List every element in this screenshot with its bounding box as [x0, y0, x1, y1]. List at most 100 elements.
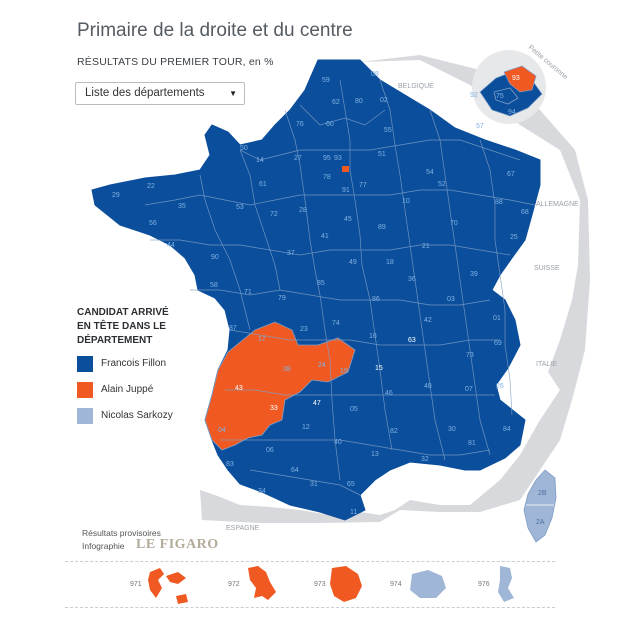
dept-label-13: 13 [371, 451, 379, 458]
dept-label-30: 30 [448, 426, 456, 433]
dept-label-19: 19 [340, 368, 348, 375]
source-note: Résultats provisoires [82, 528, 161, 538]
dept-label-14: 14 [256, 157, 264, 164]
dept-label-67: 67 [507, 171, 515, 178]
dept-label-49: 49 [349, 259, 357, 266]
dept-label-73: 73 [466, 352, 474, 359]
dept-label-2B: 2B [538, 490, 547, 497]
dept-label-04: 04 [218, 427, 226, 434]
dept-label-64: 64 [291, 467, 299, 474]
dept-label-62: 62 [332, 99, 340, 106]
dept-label-17: 17 [258, 336, 266, 343]
legend-label: Alain Juppé [101, 384, 154, 395]
neighbor-label: ESPAGNE [226, 525, 260, 532]
dept-label-37: 37 [287, 250, 295, 257]
inset-label: 93 [512, 75, 520, 82]
overseas-shape-mayotte [498, 566, 514, 602]
dept-label-05: 05 [350, 406, 358, 413]
dept-label-74: 74 [332, 320, 340, 327]
overseas-code: 972 [228, 581, 240, 588]
dept-label-10: 10 [402, 198, 410, 205]
legend-title-line: DÉPARTEMENT [77, 335, 153, 346]
inset-paris [493, 87, 519, 105]
dept-label-42: 42 [424, 317, 432, 324]
dept-label-85: 85 [317, 280, 325, 287]
dept-label-07: 07 [465, 386, 473, 393]
dept-label-82: 82 [390, 428, 398, 435]
neighbor-label: ITALIE [536, 361, 557, 368]
dept-label-38: 38 [283, 366, 291, 373]
legend-item-sarkozy: Nicolas Sarkozy [77, 406, 192, 426]
dept-label-41: 41 [321, 233, 329, 240]
dept-label-61: 61 [259, 181, 267, 188]
dept-label-29: 29 [112, 192, 120, 199]
overseas-shape-reunion [410, 570, 446, 598]
neighbor-labels: BELGIQUE ALLEMAGNE SUISSE ITALIE ESPAGNE [226, 83, 579, 532]
dept-label-43: 43 [235, 385, 243, 392]
overseas-strip-frame [65, 561, 555, 608]
legend-label: Nicolas Sarkozy [101, 410, 173, 421]
dept-label-83: 83 [226, 461, 234, 468]
dept-label-15: 15 [375, 365, 383, 372]
dept-label-47: 47 [313, 400, 321, 407]
dept-label-16: 16 [369, 333, 377, 340]
dept-label-32: 32 [421, 456, 429, 463]
neighbor-label: ALLEMAGNE [536, 201, 579, 208]
dept-label-25: 25 [510, 234, 518, 241]
overseas-shape-guyane [330, 566, 362, 602]
page-subtitle: RÉSULTATS DU PREMIER TOUR, en % [77, 56, 274, 68]
dept-label-33: 33 [270, 405, 278, 412]
dept-label-93: 93 [334, 155, 342, 162]
dept-label-21: 21 [422, 243, 430, 250]
overseas-strip: 971 972 973 974 976 [130, 566, 514, 604]
dept-label-46: 46 [385, 390, 393, 397]
inset-label: 94 [508, 109, 516, 116]
dept-label-71: 71 [244, 289, 252, 296]
dept-label-53: 53 [236, 204, 244, 211]
dept-label-95: 95 [323, 155, 331, 162]
dept-label-69: 69 [494, 340, 502, 347]
dept-label-48: 48 [424, 383, 432, 390]
dept-label-2A: 2A [536, 519, 545, 526]
dept-label-87: 87 [229, 325, 237, 332]
dept-label-35: 35 [178, 203, 186, 210]
dept-label-65: 65 [347, 481, 355, 488]
overseas-code: 974 [390, 581, 402, 588]
corsica-region [523, 469, 557, 543]
overseas-shape-guadeloupe [148, 568, 188, 604]
department-select-value: Liste des départements [85, 87, 205, 99]
page-title: Primaire de la droite et du centre [77, 20, 353, 41]
dept-label-06: 06 [266, 447, 274, 454]
petite-couronne-inset: 92 75 93 94 Petite couronne [470, 44, 569, 124]
department-select[interactable]: Liste des départements ▼ [75, 82, 245, 105]
dept-label-34: 34 [258, 488, 266, 495]
dept-label-57: 57 [476, 123, 484, 130]
dept-label-89: 89 [378, 224, 386, 231]
juppe-region-southwest [204, 321, 356, 451]
dept-label-18: 18 [386, 259, 394, 266]
dept-label-26: 26 [496, 383, 504, 390]
legend-item-fillon: Francois Fillon [77, 354, 192, 374]
dept-label-59: 59 [322, 77, 330, 84]
dept-label-28: 28 [299, 207, 307, 214]
dept-label-55: 55 [384, 127, 392, 134]
dept-label-11: 11 [350, 509, 357, 516]
dept-label-22: 22 [147, 183, 155, 190]
dept-label-23: 23 [300, 326, 308, 333]
dept-label-27: 27 [294, 155, 302, 162]
france-mainland [91, 59, 541, 521]
department-labels: 59 62 80 02 08 76 60 55 57 50 14 27 95 51 54 67 29 22 61 78… [112, 71, 529, 516]
legend-title-line: CANDIDAT ARRIVÉ [77, 307, 169, 318]
dept-label-54: 54 [426, 169, 434, 176]
dept-label-70: 70 [450, 220, 458, 227]
dept-label-72: 72 [270, 211, 278, 218]
overseas-shape-martinique [248, 566, 276, 600]
dept-label-84: 84 [503, 426, 511, 433]
dept-label-39: 39 [470, 271, 478, 278]
legend-label: Francois Fillon [101, 358, 167, 369]
dept-label-01: 01 [493, 315, 501, 322]
credit-note: Infographie [82, 541, 125, 551]
dept-label-58: 58 [210, 282, 218, 289]
dept-label-45: 45 [344, 216, 352, 223]
